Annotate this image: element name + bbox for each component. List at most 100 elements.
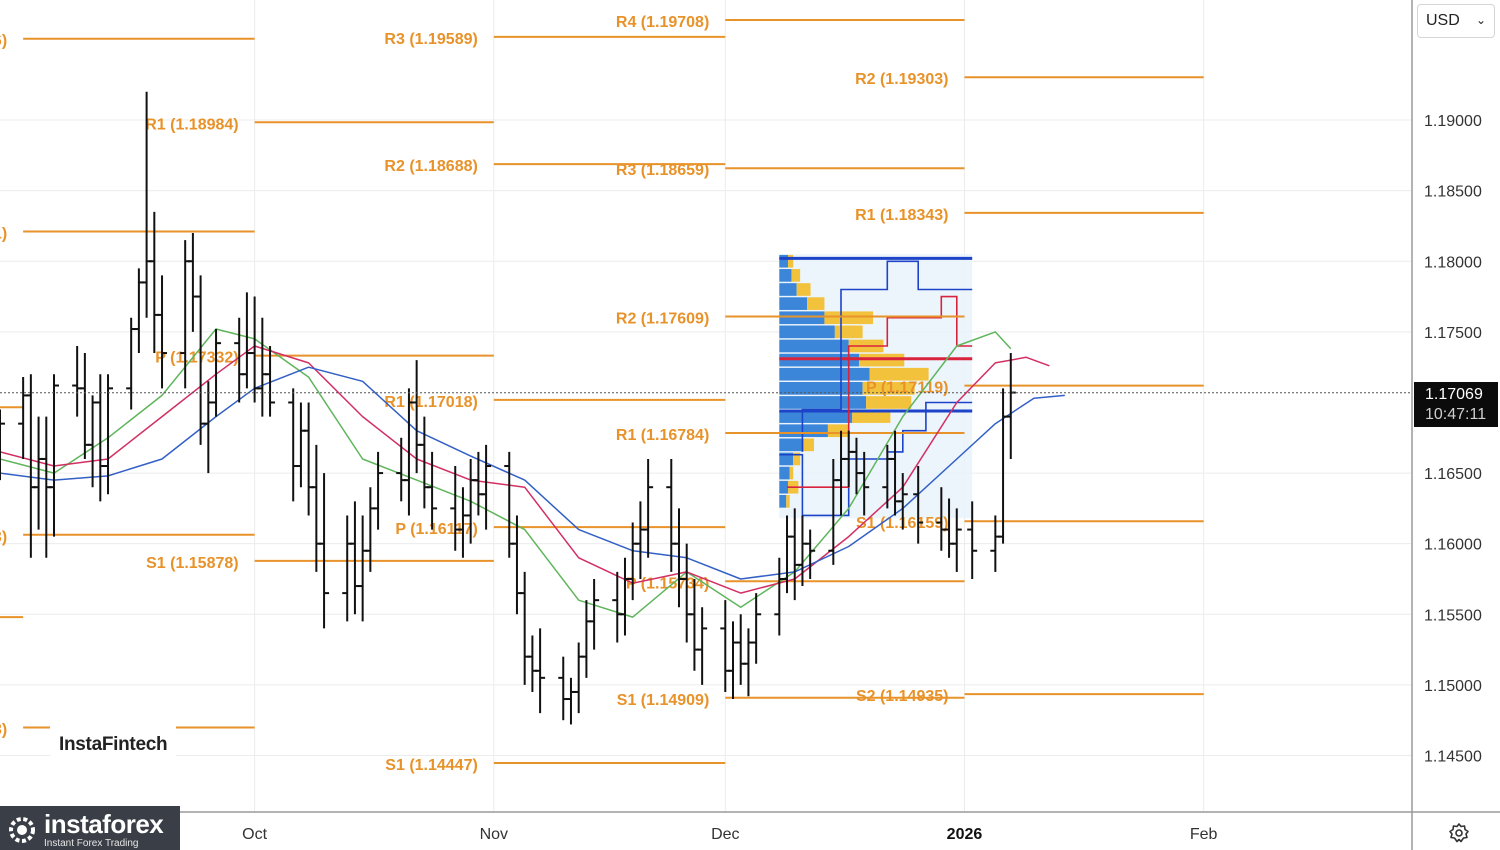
volume-profile-row-buy: [779, 452, 794, 466]
ohlc-bar: [349, 501, 360, 615]
price-tick-label: 1.18500: [1424, 184, 1482, 201]
pivot-level-label: S1 (1.14447): [385, 757, 478, 774]
volume-profile-step-line: [801, 260, 973, 452]
ohlc-bar: [303, 402, 314, 516]
volume-profile-row-sell: [791, 269, 801, 282]
pivot-level-label: R1 (1.18343): [855, 207, 948, 224]
volume-profile-row-sell: [866, 396, 912, 409]
pivot-level-label: R3 (1.18659): [616, 162, 709, 179]
volume-profile-row-sell: [789, 466, 794, 480]
ohlc-bar: [728, 621, 739, 700]
ohlc-bar: [589, 578, 600, 650]
ohlc-bar: [265, 345, 276, 417]
ohlc-bar: [211, 329, 222, 417]
ohlc-bar: [643, 458, 654, 558]
currency-selector[interactable]: USD ⌄: [1417, 4, 1495, 38]
pivot-level-label: 8211): [0, 225, 7, 242]
moving-average-line: [0, 345, 1050, 594]
volume-profile-row-buy: [779, 466, 790, 480]
pivot-level-label: R1 (1.16784): [616, 427, 709, 444]
ohlc-bar: [511, 515, 522, 615]
ohlc-bar: [357, 515, 368, 622]
ohlc-bar: [427, 451, 438, 530]
volume-profile-row-buy: [779, 396, 867, 409]
time-tick-label: Oct: [242, 826, 267, 843]
pivot-level-label: S1 (1.15878): [146, 555, 239, 572]
ohlc-bar: [0, 409, 5, 481]
pivot-level-label: R3 (1.19589): [384, 31, 477, 48]
volume-profile-step-line: [787, 295, 973, 489]
ohlc-bar: [133, 268, 144, 354]
pivot-level-label: S2 (1.14935): [856, 688, 949, 705]
pivot-level-label: 4698): [0, 722, 7, 739]
ohlc-bar: [72, 345, 83, 417]
ohlc-bar: [774, 557, 785, 636]
pivot-level-label: R2 (1.18688): [384, 158, 477, 175]
pivot-level-label: R1 (1.17018): [384, 394, 477, 411]
volume-profile-row-sell: [834, 325, 863, 339]
price-tick-label: 1.19000: [1424, 113, 1482, 130]
volume-profile-row-buy: [779, 283, 797, 296]
volume-profile-row-sell: [786, 494, 790, 508]
pivot-level-label: P (1.16117): [395, 521, 477, 538]
price-tick-label: 1.15000: [1424, 678, 1482, 695]
logo-brand: instaforex: [44, 809, 164, 839]
volume-profile-row-buy: [779, 494, 787, 508]
price-tick-label: 1.17500: [1424, 325, 1482, 342]
bar-countdown: 10:47:11: [1425, 405, 1487, 423]
volume-profile-row-buy: [779, 438, 804, 452]
ohlc-bar: [342, 515, 353, 622]
ohlc-bar: [419, 416, 430, 509]
pivot-level-label: 9576): [0, 33, 7, 50]
volume-profile-row-buy: [779, 297, 808, 310]
ohlc-bar: [79, 353, 90, 459]
instaforex-logo[interactable]: instaforex Instant Forex Trading: [0, 806, 180, 850]
ohlc-bar: [897, 473, 908, 530]
ohlc-bar: [288, 388, 299, 502]
ohlc-bar: [295, 402, 306, 488]
ohlc-bar: [481, 444, 492, 530]
ohlc-bar: [535, 628, 546, 714]
ohlc-bar: [519, 571, 530, 685]
ohlc-bar: [504, 451, 515, 558]
ohlc-bar: [558, 656, 569, 721]
time-tick-label: Dec: [711, 826, 739, 843]
pivot-level-label: R2 (1.19303): [855, 71, 948, 88]
pivot-level-label: 3063): [0, 529, 7, 546]
ohlc-bar: [1005, 353, 1016, 459]
price-tick-label: 1.14500: [1424, 749, 1482, 766]
time-tick-label: Nov: [480, 826, 508, 843]
volume-profile-row-sell: [824, 311, 874, 325]
pivot-level-label: R4 (1.19708): [616, 14, 709, 31]
volume-profile-row-buy: [779, 480, 788, 494]
time-axis-ticks[interactable]: Oct Nov Dec 2026 Feb: [242, 826, 1217, 843]
ohlc-bar: [203, 381, 214, 474]
pivot-level-label: R1 (1.18984): [145, 116, 238, 133]
ohlc-bar: [967, 501, 978, 579]
volume-profile-row-buy: [779, 311, 825, 325]
volume-profile-row-sell: [862, 382, 915, 395]
ohlc-bar: [859, 451, 870, 516]
ohlc-bar: [697, 607, 708, 685]
ohlc-bar: [913, 466, 924, 544]
price-bars: [0, 91, 1016, 725]
pivot-level-label: P (1.17332): [155, 350, 238, 367]
ohlc-bar: [635, 501, 646, 579]
settings-gear-icon[interactable]: [1448, 822, 1470, 844]
time-tick-label: 2026: [947, 826, 983, 843]
volume-profile-row-buy: [779, 254, 788, 268]
ohlc-bar: [257, 317, 268, 417]
ohlc-bar: [95, 374, 106, 502]
ohlc-bar: [187, 233, 198, 332]
ohlc-bar: [735, 614, 746, 685]
ohlc-bar: [573, 642, 584, 714]
volume-profile-row-buy: [779, 424, 828, 438]
ohlc-bar: [527, 635, 538, 692]
ohlc-bar: [612, 571, 623, 643]
price-tick-label: 1.18000: [1424, 254, 1482, 271]
ohlc-bar: [49, 374, 60, 537]
chevron-down-icon: ⌄: [1475, 13, 1486, 27]
volume-profile-row-sell: [793, 452, 801, 466]
ohlc-bar: [18, 377, 29, 459]
